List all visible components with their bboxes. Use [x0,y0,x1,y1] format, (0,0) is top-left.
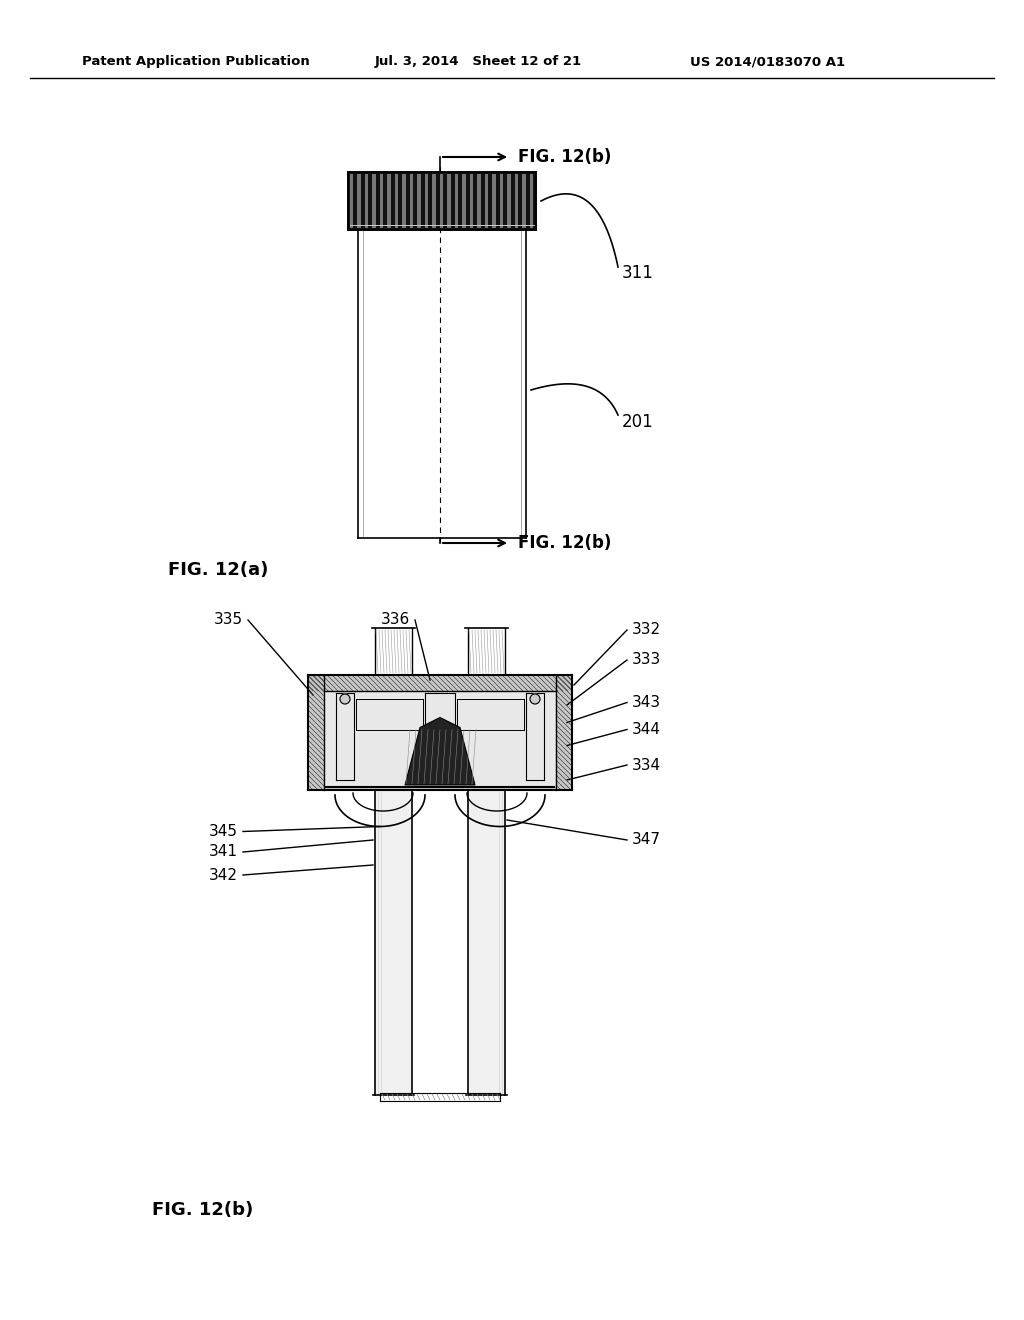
Polygon shape [357,174,360,228]
Polygon shape [402,174,406,228]
Circle shape [530,694,540,704]
Text: 201: 201 [622,413,653,432]
Polygon shape [447,174,451,228]
Text: 344: 344 [632,722,662,737]
Polygon shape [439,174,443,228]
Text: 343: 343 [632,696,662,710]
Polygon shape [324,690,556,787]
Text: 345: 345 [209,824,238,840]
Text: FIG. 12(b): FIG. 12(b) [518,148,611,166]
Polygon shape [477,174,480,228]
Text: 335: 335 [214,612,243,627]
Polygon shape [365,174,368,228]
Polygon shape [507,174,511,228]
Polygon shape [492,174,496,228]
Polygon shape [514,174,518,228]
Text: FIG. 12(a): FIG. 12(a) [168,561,268,579]
Text: 334: 334 [632,758,662,772]
Text: Patent Application Publication: Patent Application Publication [82,55,309,69]
Polygon shape [387,174,390,228]
Text: FIG. 12(b): FIG. 12(b) [152,1201,253,1218]
Polygon shape [500,174,503,228]
Polygon shape [462,174,466,228]
Polygon shape [376,789,411,1096]
Text: US 2014/0183070 A1: US 2014/0183070 A1 [690,55,845,69]
Polygon shape [410,174,413,228]
Circle shape [340,694,350,704]
Polygon shape [484,174,488,228]
Text: 341: 341 [209,845,238,859]
Polygon shape [417,174,421,228]
Polygon shape [406,718,475,785]
Polygon shape [432,174,435,228]
Polygon shape [469,789,504,1096]
Polygon shape [348,172,536,230]
Text: Jul. 3, 2014   Sheet 12 of 21: Jul. 3, 2014 Sheet 12 of 21 [375,55,582,69]
Text: FIG. 12(b): FIG. 12(b) [518,535,611,552]
Polygon shape [372,174,376,228]
Polygon shape [425,174,428,228]
Polygon shape [308,675,572,789]
Text: 336: 336 [381,612,410,627]
Polygon shape [522,174,525,228]
Polygon shape [469,174,473,228]
Text: 347: 347 [632,833,662,847]
Polygon shape [349,174,353,228]
Polygon shape [380,174,383,228]
Text: 333: 333 [632,652,662,668]
Polygon shape [529,174,534,228]
Text: 342: 342 [209,867,238,883]
Text: 332: 332 [632,623,662,638]
Text: 311: 311 [622,264,654,282]
Polygon shape [394,174,398,228]
Polygon shape [455,174,458,228]
